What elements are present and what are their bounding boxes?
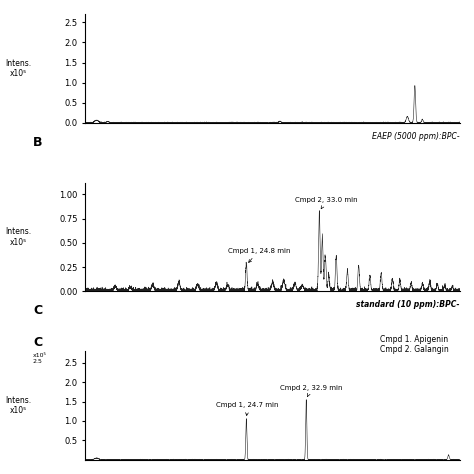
Text: Cmpd 1. Apigenin
Cmpd 2. Galangin: Cmpd 1. Apigenin Cmpd 2. Galangin [380,335,448,354]
Text: Intens.
x10⁵: Intens. x10⁵ [5,228,31,246]
Text: Cmpd 2, 32.9 min: Cmpd 2, 32.9 min [280,385,343,396]
Text: standard (10 ppm):BPC-: standard (10 ppm):BPC- [356,300,460,309]
Text: C: C [33,304,42,318]
Text: Cmpd 1, 24.8 min: Cmpd 1, 24.8 min [228,247,290,263]
Text: Cmpd 1, 24.7 min: Cmpd 1, 24.7 min [216,402,279,416]
Text: x10⁵
2.5: x10⁵ 2.5 [33,353,47,364]
Text: EAEP (5000 ppm):BPC-: EAEP (5000 ppm):BPC- [372,132,460,141]
Text: Intens.
x10⁵: Intens. x10⁵ [5,396,31,415]
Text: B: B [33,136,42,149]
Text: Intens.
x10⁵: Intens. x10⁵ [5,59,31,78]
Text: C: C [33,336,42,349]
Text: Cmpd 2, 33.0 min: Cmpd 2, 33.0 min [295,197,358,209]
